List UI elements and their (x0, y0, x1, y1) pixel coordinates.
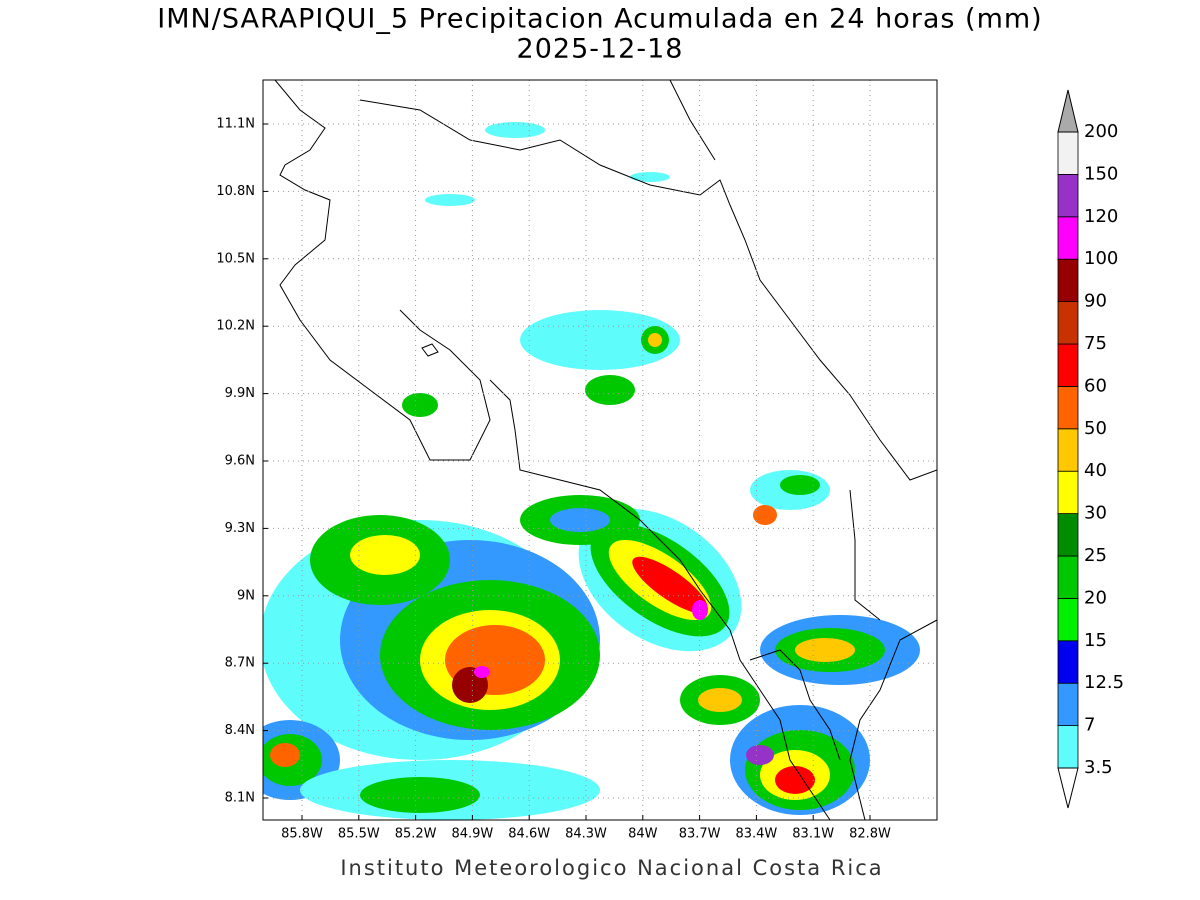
colorbar-label: 3.5 (1084, 757, 1113, 778)
lon-label: 85.2W (395, 827, 437, 842)
colorbar-band (1057, 131, 1079, 175)
colorbar-band (1057, 598, 1079, 642)
colorbar-band (1057, 428, 1079, 472)
lon-label: 85.5W (338, 827, 380, 842)
lon-label: 82.8W (849, 827, 891, 842)
colorbar-band (1057, 470, 1079, 515)
colorbar-band (1057, 725, 1079, 769)
colorbar-band (1057, 173, 1079, 218)
colorbar-label: 20 (1084, 587, 1107, 608)
lat-label: 10.8N (216, 184, 255, 199)
colorbar-label: 150 (1084, 163, 1118, 184)
lat-label: 8.7N (225, 656, 255, 671)
map-frame (262, 79, 938, 821)
colorbar-label: 15 (1084, 630, 1107, 651)
colorbar-label: 75 (1084, 333, 1107, 354)
map-date: 2025-12-18 (517, 34, 684, 65)
lat-label: 9.6N (225, 454, 255, 469)
colorbar-under (1057, 767, 1079, 809)
lon-label: 84.3W (565, 827, 607, 842)
colorbar-label: 12.5 (1084, 672, 1124, 693)
colorbar-band (1057, 258, 1079, 303)
lat-label: 10.5N (216, 251, 255, 266)
colorbar-label: 60 (1084, 375, 1107, 396)
lon-label: 83.4W (735, 827, 777, 842)
colorbar-label: 30 (1084, 503, 1107, 524)
lat-label: 9N (237, 588, 255, 603)
lon-label: 83.1W (792, 827, 834, 842)
colorbar: 3.5 7 12.5 15 20 25 30 40 50 60 75 90 100 120 150 200 (1057, 89, 1124, 809)
lon-label: 84.9W (451, 827, 493, 842)
colorbar-band (1057, 301, 1079, 345)
colorbar-band (1057, 216, 1079, 260)
map-title: IMN/SARAPIQUI_5 Precipitacion Acumulada … (157, 4, 1042, 35)
lon-label: 84W (628, 827, 658, 842)
colorbar-over (1057, 89, 1079, 133)
colorbar-band (1057, 385, 1079, 430)
coastlines (274, 80, 937, 820)
lon-label: 85.8W (281, 827, 323, 842)
colorbar-band (1057, 343, 1079, 387)
colorbar-label: 50 (1084, 418, 1107, 439)
lat-label: 10.2N (216, 319, 255, 334)
colorbar-label: 90 (1084, 291, 1107, 312)
colorbar-label: 25 (1084, 545, 1107, 566)
colorbar-band (1057, 640, 1079, 684)
graticule: 85.8W 85.5W 85.2W 84.9W 84.6W 84.3W 84W 83.7W 83… (216, 80, 937, 842)
lat-label: 9.9N (225, 386, 255, 401)
colorbar-band (1057, 513, 1079, 557)
precipitation-field (263, 122, 920, 820)
colorbar-band (1057, 682, 1079, 727)
footer: Instituto Meteorologico Nacional Costa R… (340, 856, 883, 880)
lon-label: 83.7W (679, 827, 721, 842)
lat-label: 8.1N (225, 791, 255, 806)
lon-label: 84.6W (508, 827, 550, 842)
colorbar-label: 40 (1084, 460, 1107, 481)
lat-label: 9.3N (225, 521, 255, 536)
colorbar-band (1057, 555, 1079, 599)
colorbar-label: 100 (1084, 248, 1118, 269)
lat-label: 11.1N (216, 117, 255, 132)
colorbar-label: 120 (1084, 206, 1118, 227)
lat-label: 8.4N (225, 723, 255, 738)
colorbar-label: 7 (1084, 715, 1095, 736)
colorbar-label: 200 (1084, 121, 1118, 142)
